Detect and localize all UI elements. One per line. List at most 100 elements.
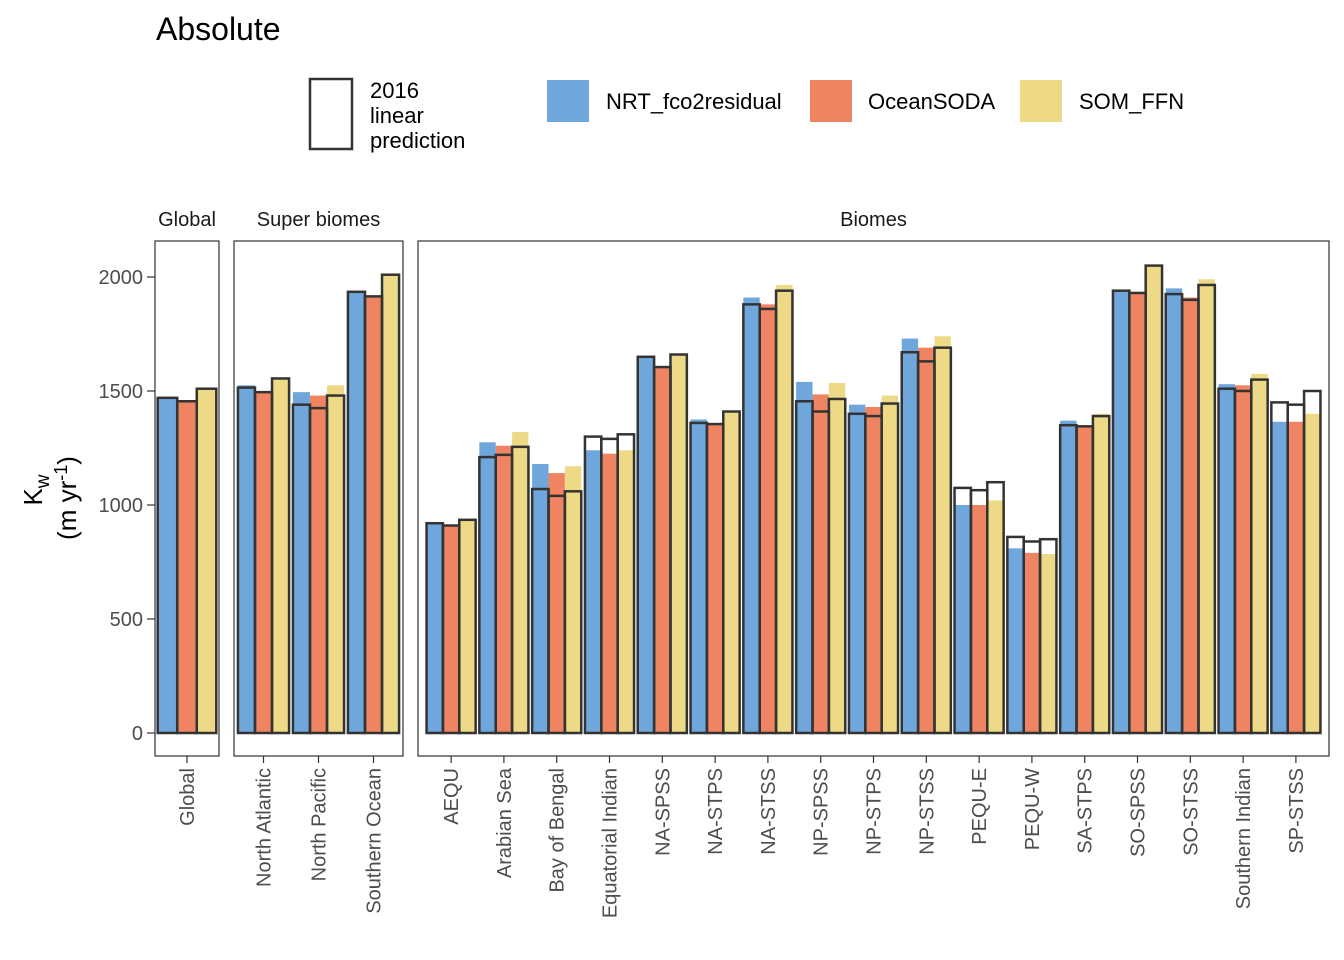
bar-nrt-fco2residual (1060, 420, 1077, 733)
bar-oceansoda (548, 473, 565, 733)
bar-som-ffn (934, 336, 951, 733)
category-arabian-sea: Arabian Sea (478, 432, 530, 878)
category-na-spss: NA-SPSS (636, 353, 689, 856)
bar-nrt-fco2residual (584, 450, 602, 733)
x-tick-label: NA-STPS (705, 768, 727, 855)
bar-nrt-fco2residual (1218, 384, 1235, 733)
bar-nrt-fco2residual (796, 381, 813, 733)
outline-bar-som-ffn (380, 273, 401, 735)
bar-oceansoda (918, 347, 935, 733)
outline-bar-som-ffn (986, 480, 1005, 735)
y-tick-label: 500 (110, 609, 143, 631)
bar-nrt-fco2residual (1271, 421, 1288, 733)
x-tick-label: SP-STSS (1286, 768, 1308, 854)
outline-bar-som-ffn (325, 394, 346, 735)
y-axis-title: Kw (m yr-1) (18, 456, 82, 540)
panel-biomes: Biomes AEQU Arabian Sea Bay of Bengal Equato… (417, 209, 1330, 918)
legend-label-oceansoda: OceanSODA (868, 89, 995, 114)
bar-nrt-fco2residual (690, 419, 707, 733)
legend-key-som-ffn (1020, 80, 1062, 122)
x-tick-label: North Atlantic (254, 768, 276, 887)
bar-som-ffn (723, 411, 740, 733)
category-np-spss: NP-SPSS (794, 381, 847, 856)
y-axis-label-k: K (18, 488, 48, 506)
y-axis: 0 500 1000 1500 2000 (99, 267, 155, 745)
bar-nrt-fco2residual (848, 404, 866, 733)
bar-oceansoda (495, 445, 513, 733)
bar-som-ffn (881, 395, 899, 733)
y-tick-label: 1000 (99, 495, 144, 517)
legend-outline-label-line-1: 2016 (370, 78, 419, 103)
bar-oceansoda (254, 391, 273, 733)
category-bay-of-bengal: Bay of Bengal (530, 463, 583, 893)
y-axis-label-unit: (m yr-1) (51, 456, 82, 540)
x-tick-label: PEQU-W (1022, 768, 1044, 850)
category-southern-indian: Southern Indian (1217, 373, 1269, 909)
outline-bar-som-ffn (827, 397, 847, 735)
x-tick-label: North Pacific (309, 768, 331, 881)
bar-nrt-fco2residual (743, 297, 760, 733)
outline-bar-som-ffn (722, 410, 741, 735)
category-sp-stss: SP-STSS (1270, 389, 1322, 854)
bar-oceansoda (1287, 421, 1305, 733)
legend-outline-label-line-2: linear (370, 103, 424, 128)
bar-oceansoda (364, 296, 383, 733)
outline-bar-som-ffn (458, 518, 477, 735)
bar-oceansoda (1076, 426, 1093, 733)
panel-border (233, 240, 404, 757)
bar-nrt-fco2residual (901, 338, 919, 733)
legend-label-som-ffn: SOM_FFN (1079, 89, 1184, 114)
category-global: Global (156, 387, 218, 826)
outline-bar-som-ffn (1091, 414, 1111, 735)
y-tick-label: 0 (132, 723, 143, 745)
bar-oceansoda (865, 406, 882, 733)
outline-bar-som-ffn (563, 490, 583, 735)
bar-oceansoda (1129, 292, 1146, 733)
bar-oceansoda (1023, 552, 1041, 733)
outline-bar-som-ffn (616, 433, 636, 735)
category-north-atlantic: North Atlantic (236, 377, 291, 887)
category-sa-stps: SA-STPS (1058, 413, 1111, 854)
x-tick-label: NP-STSS (916, 768, 938, 855)
y-tick-label: 1500 (99, 381, 144, 403)
bar-oceansoda (1182, 297, 1199, 733)
bar-som-ffn (459, 519, 476, 733)
bar-som-ffn (382, 274, 400, 733)
y-axis-unit-post: ) (52, 456, 82, 465)
bar-som-ffn (196, 388, 217, 733)
x-tick-label: NA-STSS (758, 768, 780, 855)
bar-oceansoda (442, 525, 460, 733)
x-tick-label: Southern Indian (1233, 768, 1255, 909)
bar-som-ffn (1040, 554, 1057, 733)
x-tick-label: NA-SPSS (652, 768, 674, 856)
bar-oceansoda (706, 424, 724, 733)
bar-nrt-fco2residual (292, 392, 310, 733)
legend-outline-label-line-3: prediction (370, 128, 465, 153)
x-tick-label: SO-SPSS (1128, 768, 1150, 857)
x-tick-label: PEQU-E (969, 768, 991, 845)
bar-nrt-fco2residual (347, 291, 365, 733)
bar-som-ffn (327, 385, 345, 733)
bar-som-ffn (1145, 265, 1163, 733)
x-tick-label: NP-STPS (864, 768, 886, 855)
outline-bar-som-ffn (669, 353, 689, 735)
facet-strip-label: Global (158, 209, 216, 231)
bar-oceansoda (309, 395, 328, 733)
category-southern-ocean: Southern Ocean (346, 273, 401, 914)
panel-super-biomes: Super biomes North Atlantic North Pacific S… (233, 209, 404, 914)
facet-strip-label: Super biomes (257, 209, 380, 231)
bar-som-ffn (272, 378, 290, 733)
category-so-stss: SO-STSS (1164, 279, 1217, 856)
bar-som-ffn (670, 354, 687, 733)
bar-som-ffn (564, 466, 582, 733)
facet-strip-label: Biomes (840, 209, 907, 231)
x-tick-label: SA-STPS (1075, 768, 1097, 854)
bar-som-ffn (776, 284, 793, 733)
bar-oceansoda (601, 453, 618, 733)
legend: 2016 linear prediction NRT_fco2residual … (308, 77, 1184, 153)
bar-som-ffn (1198, 279, 1215, 733)
panel-border (154, 240, 220, 757)
outline-bar-som-ffn (774, 289, 794, 735)
